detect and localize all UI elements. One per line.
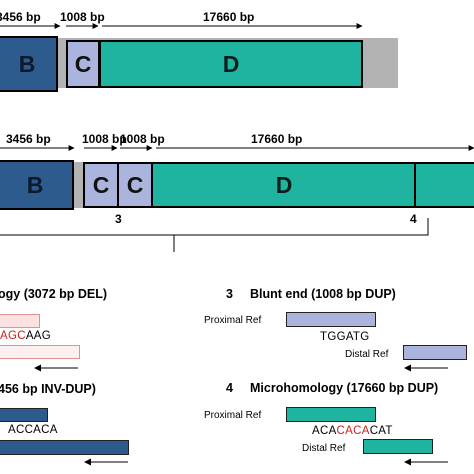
top-segment-d: D <box>99 40 363 88</box>
junction-4-distal-label: Distal Ref <box>302 443 346 454</box>
breakpoint-4-label: 4 <box>410 212 417 226</box>
bracket-connector <box>0 218 429 252</box>
junction-3-distal-bar <box>403 345 467 360</box>
mid-size-c1: 1008 bp <box>82 132 127 146</box>
mid-gray-gap <box>70 162 86 208</box>
mid-segment-d: D <box>151 162 417 208</box>
junction-left-1-title: ogy (3072 bp DEL) <box>0 287 108 301</box>
junction-left-2-distal-bar <box>0 440 129 455</box>
junction-left-1-proximal-bar <box>0 314 40 328</box>
junction-3-distal-label: Distal Ref <box>345 349 389 360</box>
breakpoint-3-label: 3 <box>115 212 122 226</box>
junction-4-seq-post: CAT <box>369 425 393 437</box>
mid-segment-c2: C <box>117 162 153 208</box>
junction-3-proximal-bar <box>286 312 376 327</box>
junction-4-number: 4 <box>226 381 233 395</box>
junction-4-title: Microhomology (17660 bp DUP) <box>250 381 439 395</box>
junction-3-number: 3 <box>226 287 233 301</box>
junction-left-1-seq-rest: AAG <box>25 330 52 342</box>
junction-left-1-sequence: AGCAAG <box>0 330 51 342</box>
top-segment-b: B <box>0 36 58 92</box>
junction-4-sequence: ACACACACAT <box>312 425 393 437</box>
junction-4-proximal-label: Proximal Ref <box>204 410 262 421</box>
top-size-d: 17660 bp <box>203 10 255 24</box>
mid-segment-b: B <box>0 160 74 210</box>
junction-4-seq-highlight: CACA <box>336 425 370 437</box>
junction-3-arrow <box>404 364 448 372</box>
junction-3-title: Blunt end (1008 bp DUP) <box>250 287 396 301</box>
mid-size-c2: 1008 bp <box>120 132 165 146</box>
junction-left-2-sequence: ACCACA <box>8 424 58 436</box>
top-span-arrows <box>0 23 363 29</box>
junction-4-arrow <box>404 458 448 466</box>
junction-3-sequence: TGGATG <box>320 331 370 343</box>
junction-left-1-seq-highlight: AGC <box>0 330 26 342</box>
junction-4-seq-pre: ACA <box>312 425 337 437</box>
top-size-c: 1008 bp <box>60 10 105 24</box>
mid-span-arrows <box>0 145 474 151</box>
junction-3-proximal-label: Proximal Ref <box>204 315 262 326</box>
mid-size-d: 17660 bp <box>251 132 303 146</box>
mid-size-b: 3456 bp <box>6 132 51 146</box>
mid-segment-c1: C <box>83 162 119 208</box>
top-size-b: 3456 bp <box>0 10 41 24</box>
junction-left-2-title: 456 bp INV-DUP) <box>0 382 96 396</box>
junction-4-distal-bar <box>363 439 433 454</box>
junction-left-1-distal-bar <box>0 345 80 359</box>
junction-left-2-proximal-bar <box>0 408 48 422</box>
top-segment-c: C <box>66 40 100 88</box>
junction-4-proximal-bar <box>286 407 376 422</box>
junction-left-2-arrow <box>84 458 128 466</box>
mid-segment-d-extended <box>414 162 474 208</box>
junction-left-1-arrow <box>34 364 78 372</box>
